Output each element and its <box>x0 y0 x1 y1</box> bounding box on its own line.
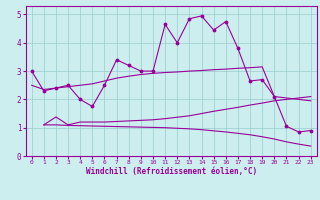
X-axis label: Windchill (Refroidissement éolien,°C): Windchill (Refroidissement éolien,°C) <box>86 167 257 176</box>
